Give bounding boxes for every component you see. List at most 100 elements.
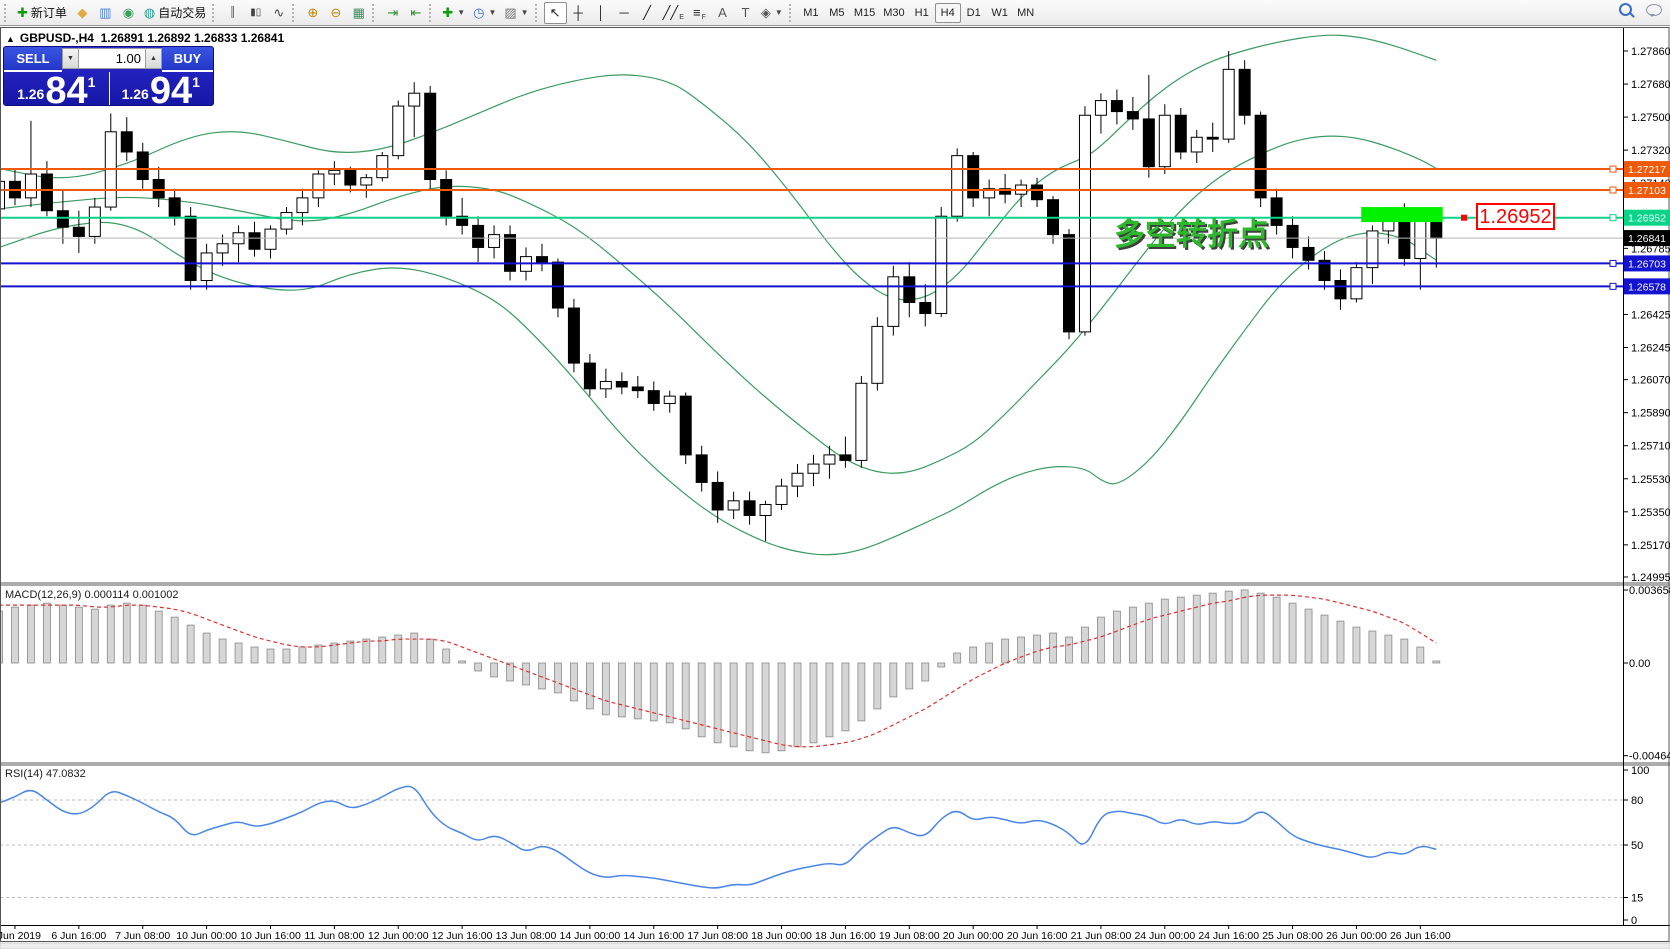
turning-point-shadow: 多空转折点 <box>1116 219 1271 254</box>
price-tick: 1.24995 <box>1631 572 1670 584</box>
sell-price-display[interactable]: 1.26 84 1 <box>4 72 109 105</box>
price-tick: 1.26785 <box>1631 243 1670 255</box>
templates-icon: ▨ <box>504 5 517 20</box>
timeframe-mn-button[interactable]: MN <box>1013 3 1039 23</box>
shapes-button[interactable]: ◈ ▼ <box>757 2 787 24</box>
time-label: 20 Jun 00:00 <box>943 930 1004 942</box>
line-handle[interactable] <box>1609 282 1617 290</box>
search-icon[interactable] <box>1619 3 1632 16</box>
vline-button[interactable]: │ <box>590 2 613 24</box>
buy-button[interactable]: BUY <box>162 47 213 72</box>
price-callout-box[interactable] <box>1476 203 1555 230</box>
timeframe-m15-button[interactable]: M15 <box>850 3 879 23</box>
chevron-down-icon[interactable]: ▼ <box>520 8 529 17</box>
highlight-rectangle[interactable] <box>1361 207 1443 223</box>
callout-anchor[interactable] <box>1461 214 1467 221</box>
chart-line-button[interactable]: ∿ <box>267 2 290 24</box>
chart-shift-button[interactable]: ⇤ <box>404 2 427 24</box>
price-tick: 1.26070 <box>1631 375 1670 387</box>
timeframe-d1-button[interactable]: D1 <box>961 3 987 23</box>
bollinger-middle-band[interactable] <box>0 135 1437 474</box>
autotrade-button[interactable]: ◍ 自动交易 <box>140 2 210 24</box>
auto-scroll-button[interactable]: ⇥ <box>381 2 404 24</box>
trendline-button[interactable]: ╱ <box>636 2 659 24</box>
channel-button[interactable]: ╱╱ E <box>659 2 688 24</box>
indicators-button[interactable]: ✚ ▼ <box>438 2 469 24</box>
zoom-out-button[interactable]: ⊖ <box>324 2 347 24</box>
sell-price-small: 1.26 <box>17 86 45 102</box>
chart-title: ▲ GBPUSD-,H4 1.26891 1.26892 1.26833 1.26… <box>6 31 284 45</box>
chevron-down-icon[interactable]: ▼ <box>774 8 783 17</box>
timeframe-m30-button[interactable]: M30 <box>879 3 908 23</box>
macd-pane <box>0 589 1441 754</box>
time-label: 20 Jun 16:00 <box>1007 930 1068 942</box>
chart-candles-button[interactable]: ▮▯ <box>244 2 267 24</box>
autotrade-button-label: 自动交易 <box>158 6 207 20</box>
svg-text:1.26841: 1.26841 <box>1628 233 1666 245</box>
cursor-button[interactable]: ↖ <box>543 1 567 24</box>
toolbar-group-grip <box>292 3 299 22</box>
templates-button[interactable]: ▨ ▼ <box>500 2 532 24</box>
sell-button[interactable]: SELL <box>4 47 62 72</box>
hline-icon: ─ <box>619 5 629 20</box>
text-button[interactable]: A <box>711 2 734 24</box>
chart-candles-icon: ▮▯ <box>250 6 262 18</box>
tile-windows-button[interactable]: ▦ <box>347 2 370 24</box>
volume-input[interactable] <box>79 48 145 69</box>
market-watch-button[interactable]: ▥ <box>94 2 117 24</box>
turning-point-text[interactable]: 多空转折点 <box>1114 217 1269 252</box>
chevron-down-icon[interactable]: ▼ <box>457 8 466 17</box>
timeframe-w1-button[interactable]: W1 <box>987 3 1013 23</box>
macd-tick: 0.00 <box>1629 658 1650 670</box>
periods-button[interactable]: ◷ ▼ <box>469 2 500 24</box>
chart-line-icon: ∿ <box>273 5 285 20</box>
navigator-button[interactable]: ◉ <box>117 2 140 24</box>
price-level-label <box>1624 161 1670 178</box>
buy-price-display[interactable]: 1.26 94 1 <box>109 70 214 106</box>
line-handle[interactable] <box>1609 214 1617 222</box>
bollinger-upper-band[interactable] <box>0 34 1437 301</box>
svg-text:1.27217: 1.27217 <box>1628 164 1666 176</box>
chart-symbol-period: GBPUSD-,H4 <box>19 31 94 45</box>
timeframe-h4-button[interactable]: H4 <box>934 2 961 23</box>
toolbar-group-grip <box>788 3 796 22</box>
chevron-down-icon[interactable]: ▼ <box>488 8 497 17</box>
line-handle[interactable] <box>1609 259 1617 267</box>
chart-bars-button[interactable]: ║ <box>221 2 244 24</box>
volume-increase-button[interactable]: ▲ <box>145 48 162 69</box>
symbols-button[interactable]: ◆ <box>71 2 94 24</box>
autotrade-icon: ◍ <box>143 5 156 20</box>
rsi-tick: 15 <box>1631 893 1643 905</box>
timeframe-m5-button[interactable]: M5 <box>824 3 850 23</box>
price-axis: 1.278601.276801.275001.273201.271401.267… <box>1623 46 1670 927</box>
rsi-tick: 0 <box>1631 915 1637 927</box>
hline-button[interactable]: ─ <box>613 2 636 24</box>
price-tick: 1.26245 <box>1631 342 1670 354</box>
fibonacci-button[interactable]: ≡ F <box>688 2 711 24</box>
navigator-icon: ◉ <box>122 5 135 20</box>
line-handle[interactable] <box>1609 165 1617 173</box>
timeframe-m1-button[interactable]: M1 <box>798 3 824 23</box>
new-order-icon: ✚ <box>17 5 28 20</box>
buy-price-big: 94 <box>149 70 193 106</box>
volume-decrease-button[interactable]: ▼ <box>62 48 79 69</box>
price-level-label <box>1624 181 1670 198</box>
chat-icon[interactable] <box>1646 3 1662 17</box>
toolbar-group-grip <box>4 3 11 22</box>
timeframe-h1-button[interactable]: H1 <box>909 3 935 23</box>
price-tick: 1.27680 <box>1631 79 1670 91</box>
collapse-panel-icon[interactable]: ▲ <box>6 34 15 44</box>
time-label: 14 Jun 00:00 <box>560 930 621 942</box>
svg-text:1.26703: 1.26703 <box>1628 258 1666 270</box>
icon-sub-letter: E <box>679 13 684 21</box>
zoom-in-button[interactable]: ⊕ <box>301 2 324 24</box>
line-handle[interactable] <box>1609 186 1617 194</box>
crosshair-button[interactable]: ┼ <box>567 2 590 24</box>
macd-indicator-label: MACD(12,26,9) 0.000114 0.001002 <box>5 589 179 601</box>
label-button[interactable]: T <box>734 2 757 24</box>
toolbar-group-grip <box>429 3 436 22</box>
toolbar-group-grip <box>212 3 219 22</box>
bollinger-lower-band[interactable] <box>0 221 1437 556</box>
new-order-button[interactable]: ✚ 新订单 <box>13 2 71 24</box>
time-label: 26 Jun 16:00 <box>1390 930 1451 942</box>
